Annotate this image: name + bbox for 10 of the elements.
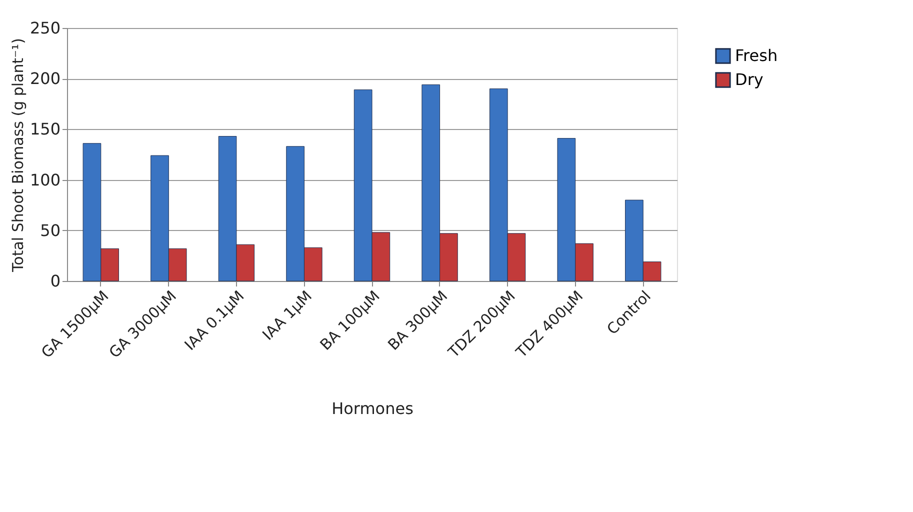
y-axis-title: Total Shoot Biomass (g plant⁻¹) [8,38,27,273]
y-tick-label: 200 [30,69,60,88]
y-tick-label: 0 [50,272,60,290]
legend-label: Fresh [735,46,778,65]
legend-label: Dry [735,70,764,89]
y-tick-label: 50 [40,220,60,240]
y-tick-label: 150 [30,120,60,139]
y-tick-label: 250 [30,18,60,38]
y-tick-label: 100 [30,170,60,190]
x-axis-title: Hormones [332,398,414,418]
